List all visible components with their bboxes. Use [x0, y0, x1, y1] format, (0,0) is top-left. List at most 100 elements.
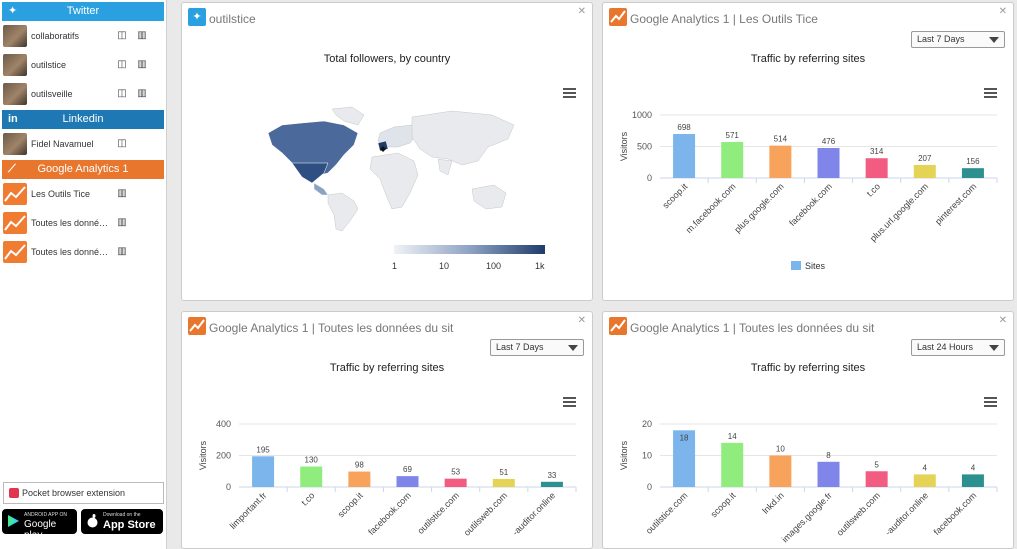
date-range-value: Last 7 Days	[917, 34, 965, 44]
chart-menu-icon[interactable]	[563, 88, 576, 98]
close-icon[interactable]: ✕	[998, 6, 1007, 17]
x-tick-label: outilsweb.com	[462, 490, 509, 537]
twitter-section-title: Twitter	[66, 5, 100, 17]
data-label: 698	[677, 123, 691, 132]
columns-icon[interactable]: ◫	[117, 88, 127, 99]
chart-title: Total followers, by country	[323, 53, 451, 65]
sidebar-account-les-outils-tice[interactable]: Les Outils Tice ▥	[0, 179, 166, 208]
central-america-region	[313, 182, 329, 196]
bar	[865, 158, 888, 178]
bar	[913, 474, 936, 487]
account-label: outilsveille	[31, 88, 73, 99]
chart-menu-icon[interactable]	[984, 88, 997, 98]
bar	[961, 168, 984, 178]
chevron-down-icon	[989, 345, 999, 351]
world-map	[267, 106, 515, 232]
bar-chart-icon[interactable]: ▥	[117, 188, 127, 199]
legend-tick: 10	[439, 261, 450, 271]
bar-chart-icon[interactable]: ▥	[117, 246, 127, 257]
y-tick-label: 20	[642, 419, 652, 429]
panel-title: Google Analytics 1 | Les Outils Tice	[630, 12, 818, 26]
chart-menu-icon[interactable]	[984, 397, 997, 407]
x-tick-label: outilstice.com	[644, 490, 690, 536]
y-tick-label: 0	[647, 173, 652, 183]
avatar	[3, 53, 27, 76]
chart-menu-icon[interactable]	[563, 397, 576, 407]
x-tick-label: outilsweb.com	[835, 490, 882, 537]
chevron-down-icon	[989, 37, 999, 43]
panel-title: Google Analytics 1 | Toutes les données …	[209, 321, 454, 335]
bar-chart-icon[interactable]: ▥	[137, 30, 147, 41]
sidebar-account-fidel[interactable]: Fidel Navamuel ◫	[0, 129, 166, 158]
x-tick-label: scoop.it	[336, 490, 365, 519]
sidebar-account-collaboratifs[interactable]: collaboratifs ◫ ▥	[0, 21, 166, 50]
date-range-select[interactable]: Last 7 Days	[911, 31, 1005, 48]
x-tick-label: facebook.com	[932, 490, 979, 537]
y-tick-label: 400	[216, 419, 231, 429]
data-label: 130	[305, 456, 319, 465]
bar	[492, 478, 515, 487]
twitter-section-header[interactable]: ✦ Twitter	[2, 2, 164, 21]
x-tick-label: plus.google.com	[732, 181, 785, 234]
pocket-extension-link[interactable]: Pocket browser extension	[3, 482, 164, 504]
panel-twitter-map: ✦ outilstice ✕ Total followers, by count…	[181, 2, 593, 301]
close-icon[interactable]: ✕	[998, 315, 1007, 326]
usa-region	[291, 162, 329, 184]
x-tick-label: images.google.fr	[780, 490, 834, 544]
analytics-icon: ⟋	[8, 163, 16, 175]
data-label: 8	[826, 451, 831, 460]
y-tick-label: 0	[226, 482, 231, 492]
avatar	[3, 132, 27, 155]
twitter-bird-icon: ✦	[188, 8, 206, 26]
date-range-value: Last 24 Hours	[917, 342, 974, 352]
legend-label[interactable]: Sites	[805, 261, 826, 271]
data-label: 14	[728, 432, 737, 441]
close-icon[interactable]: ✕	[577, 6, 586, 17]
data-label: 18	[680, 433, 689, 442]
columns-icon[interactable]: ◫	[117, 30, 127, 41]
bar	[444, 478, 467, 487]
bar	[673, 430, 696, 487]
columns-icon[interactable]: ◫	[117, 59, 127, 70]
bar-chart-icon[interactable]: ▥	[137, 88, 147, 99]
data-label: 207	[918, 154, 932, 163]
data-label: 4	[923, 463, 928, 472]
close-icon[interactable]: ✕	[577, 315, 586, 326]
sidebar-account-outilstice[interactable]: outilstice ◫ ▥	[0, 50, 166, 79]
bar	[396, 476, 419, 487]
sidebar-account-toutes-1[interactable]: Toutes les donné… ▥	[0, 208, 166, 237]
date-range-select[interactable]: Last 7 Days	[490, 339, 584, 356]
greenland-region	[331, 106, 365, 126]
legend-tick: 1k	[535, 261, 545, 271]
google-play-button[interactable]: ANDROID APP ON Google play	[2, 509, 77, 541]
pocket-icon	[9, 488, 19, 498]
bar-chart-icon[interactable]: ▥	[137, 59, 147, 70]
ga-section-header[interactable]: ⟋ Google Analytics 1	[2, 160, 164, 179]
panel-ga-toutes-2: Google Analytics 1 | Toutes les données …	[602, 311, 1014, 549]
x-tick-label: m.facebook.com	[684, 181, 738, 235]
bar-chart-icon[interactable]: ▥	[117, 217, 127, 228]
analytics-icon	[3, 240, 27, 263]
sidebar-account-outilsveille[interactable]: outilsveille ◫ ▥	[0, 79, 166, 108]
bar	[252, 456, 275, 487]
x-tick-label: -auditor.online	[883, 490, 930, 537]
account-label: Toutes les donné…	[31, 217, 109, 228]
twitter-bird-icon: ✦	[8, 5, 18, 17]
south-america-region	[327, 192, 359, 232]
date-range-select[interactable]: Last 24 Hours	[911, 339, 1005, 356]
account-label: Toutes les donné…	[31, 246, 109, 257]
linkedin-section-header[interactable]: in Linkedin	[2, 110, 164, 129]
linkedin-icon: in	[8, 113, 18, 125]
columns-icon[interactable]: ◫	[117, 138, 127, 149]
africa-region	[369, 152, 419, 210]
account-label: outilstice	[31, 59, 67, 70]
bar	[540, 481, 563, 487]
legend-tick: 1	[392, 261, 398, 271]
y-axis-label: Visitors	[198, 440, 208, 470]
sidebar-account-toutes-2[interactable]: Toutes les donné… ▥	[0, 237, 166, 266]
analytics-icon	[609, 317, 627, 335]
app-store-button[interactable]: Download on the App Store	[81, 509, 163, 534]
data-label: 5	[874, 460, 879, 469]
data-label: 33	[547, 471, 556, 480]
bar	[721, 142, 744, 178]
